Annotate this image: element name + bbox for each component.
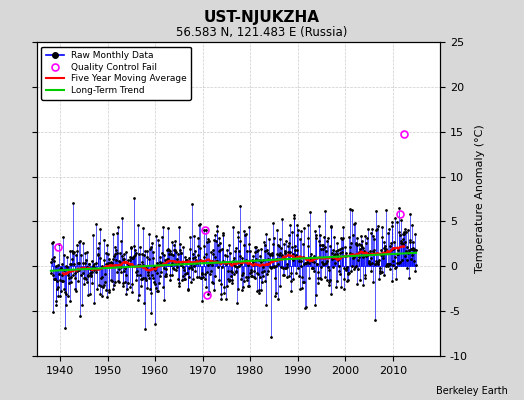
Legend: Raw Monthly Data, Quality Control Fail, Five Year Moving Average, Long-Term Tren: Raw Monthly Data, Quality Control Fail, … — [41, 46, 191, 100]
Y-axis label: Temperature Anomaly (°C): Temperature Anomaly (°C) — [475, 125, 485, 273]
Text: 56.583 N, 121.483 E (Russia): 56.583 N, 121.483 E (Russia) — [176, 26, 348, 39]
Text: Berkeley Earth: Berkeley Earth — [436, 386, 508, 396]
Text: UST-NJUKZHA: UST-NJUKZHA — [204, 10, 320, 25]
